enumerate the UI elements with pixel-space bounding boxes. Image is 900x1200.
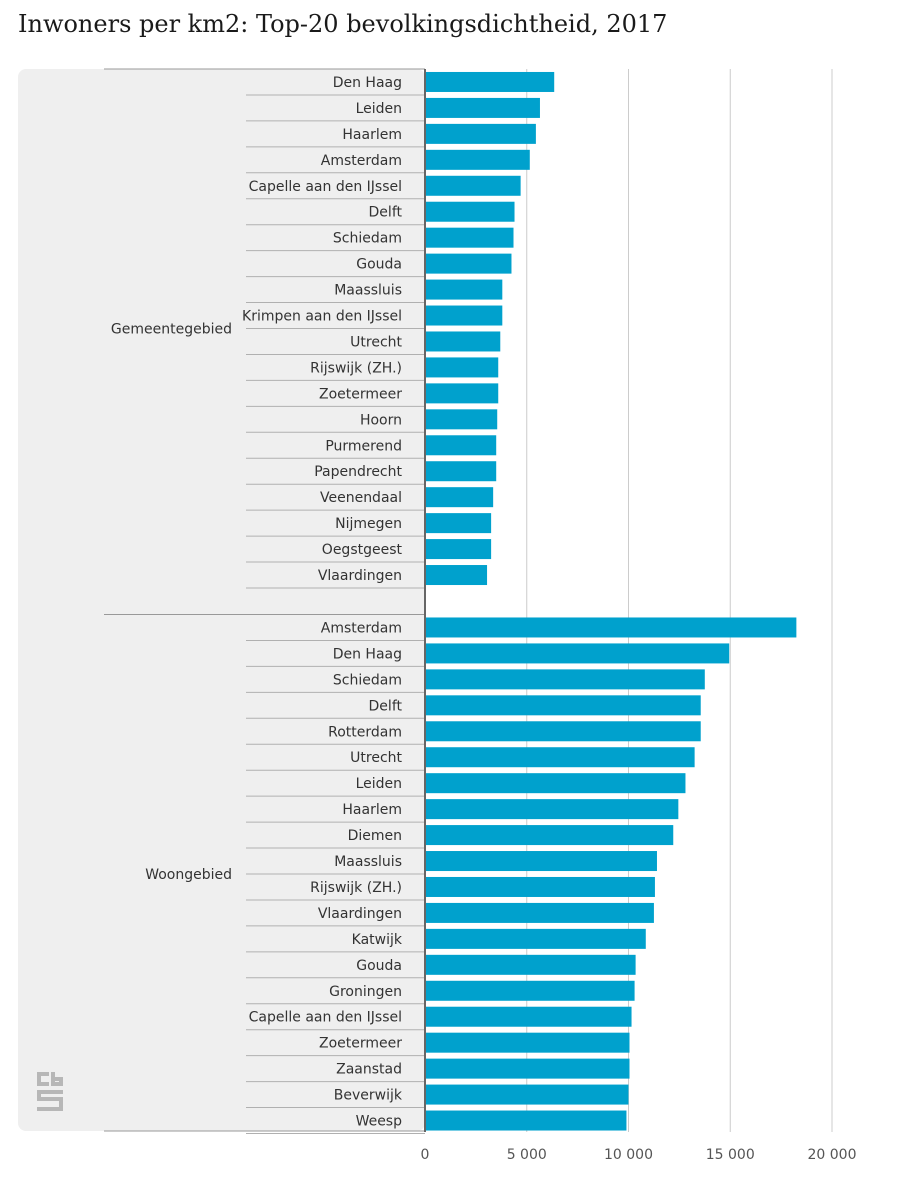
x-tick-label: 15 000 bbox=[706, 1147, 755, 1163]
bar bbox=[426, 1084, 629, 1105]
bar bbox=[426, 1058, 630, 1079]
bar bbox=[426, 331, 501, 352]
category-label: Amsterdam bbox=[321, 153, 402, 169]
x-tick-label: 10 000 bbox=[604, 1147, 653, 1163]
category-label: Den Haag bbox=[333, 646, 402, 662]
bar bbox=[426, 409, 498, 430]
bar bbox=[426, 71, 555, 92]
bar bbox=[426, 643, 730, 664]
bar bbox=[426, 539, 492, 560]
logo-part bbox=[37, 1090, 63, 1111]
bar bbox=[426, 149, 530, 170]
category-label: Haarlem bbox=[342, 127, 402, 143]
bar bbox=[426, 1110, 627, 1131]
bar bbox=[426, 617, 797, 638]
category-label: Vlaardingen bbox=[318, 906, 402, 922]
bar bbox=[426, 928, 646, 949]
category-label: Purmerend bbox=[325, 438, 402, 454]
bar bbox=[426, 825, 674, 846]
category-label: Utrecht bbox=[350, 750, 402, 766]
category-label: Utrecht bbox=[350, 334, 402, 350]
x-tick-label: 20 000 bbox=[808, 1147, 857, 1163]
category-label: Delft bbox=[369, 698, 403, 714]
category-label: Delft bbox=[369, 205, 403, 221]
category-label: Groningen bbox=[329, 984, 402, 1000]
bar bbox=[426, 695, 701, 716]
bar bbox=[426, 175, 521, 196]
chart-title: Inwoners per km2: Top-20 bevolkingsdicht… bbox=[18, 10, 668, 38]
category-label: Vlaardingen bbox=[318, 568, 402, 584]
bar bbox=[426, 851, 657, 872]
group-label: Gemeentegebied bbox=[111, 322, 232, 338]
category-label: Rotterdam bbox=[328, 724, 402, 740]
category-label: Maassluis bbox=[334, 283, 402, 299]
bar bbox=[426, 201, 515, 222]
logo-part bbox=[37, 1072, 49, 1086]
bar bbox=[426, 799, 679, 820]
category-label: Diemen bbox=[348, 828, 402, 844]
category-label: Katwijk bbox=[352, 932, 403, 948]
category-label: Veenendaal bbox=[320, 490, 402, 506]
bar bbox=[426, 461, 497, 482]
bar bbox=[426, 1006, 632, 1027]
bar bbox=[426, 487, 494, 508]
group-label: Woongebied bbox=[145, 867, 232, 883]
category-label: Krimpen aan den IJssel bbox=[242, 309, 402, 325]
bar bbox=[426, 773, 686, 794]
category-label: Leiden bbox=[356, 101, 402, 117]
category-label: Gouda bbox=[356, 958, 402, 974]
bar bbox=[426, 565, 488, 586]
bar bbox=[426, 97, 540, 118]
bar bbox=[426, 669, 705, 690]
category-label: Weesp bbox=[356, 1114, 403, 1130]
bar bbox=[426, 435, 497, 456]
category-label: Capelle aan den IJssel bbox=[249, 1010, 402, 1026]
category-label: Leiden bbox=[356, 776, 402, 792]
category-label: Rijswijk (ZH.) bbox=[310, 360, 402, 376]
bar bbox=[426, 1032, 630, 1053]
x-tick-label: 5 000 bbox=[507, 1147, 547, 1163]
category-label: Hoorn bbox=[360, 412, 402, 428]
category-label: Zaanstad bbox=[336, 1062, 402, 1078]
category-label: Schiedam bbox=[333, 672, 402, 688]
category-label: Zoetermeer bbox=[319, 386, 402, 402]
x-tick-label: 0 bbox=[421, 1147, 430, 1163]
category-label: Capelle aan den IJssel bbox=[249, 179, 402, 195]
bar bbox=[426, 876, 655, 897]
category-label: Den Haag bbox=[333, 75, 402, 91]
bar bbox=[426, 721, 701, 742]
category-label: Maassluis bbox=[334, 854, 402, 870]
category-label: Gouda bbox=[356, 257, 402, 273]
category-label: Zoetermeer bbox=[319, 1036, 402, 1052]
bar bbox=[426, 980, 635, 1001]
category-label: Oegstgeest bbox=[322, 542, 403, 558]
cbs-logo-icon bbox=[37, 1072, 63, 1111]
category-label: Haarlem bbox=[342, 802, 402, 818]
bar bbox=[426, 279, 503, 300]
category-label: Nijmegen bbox=[335, 516, 402, 532]
bar bbox=[426, 383, 499, 404]
bar bbox=[426, 123, 536, 144]
logo-part bbox=[51, 1072, 63, 1086]
category-label: Schiedam bbox=[333, 231, 402, 247]
bar bbox=[426, 227, 514, 248]
bar bbox=[426, 305, 503, 326]
category-label: Rijswijk (ZH.) bbox=[310, 880, 402, 896]
category-label: Amsterdam bbox=[321, 620, 402, 636]
label-panel bbox=[18, 69, 425, 1131]
bar bbox=[426, 747, 695, 768]
bar bbox=[426, 253, 512, 274]
category-label: Papendrecht bbox=[314, 464, 402, 480]
category-label: Beverwijk bbox=[334, 1088, 403, 1104]
bar bbox=[426, 954, 636, 975]
bar bbox=[426, 902, 654, 923]
bar bbox=[426, 357, 499, 378]
bar bbox=[426, 513, 492, 534]
